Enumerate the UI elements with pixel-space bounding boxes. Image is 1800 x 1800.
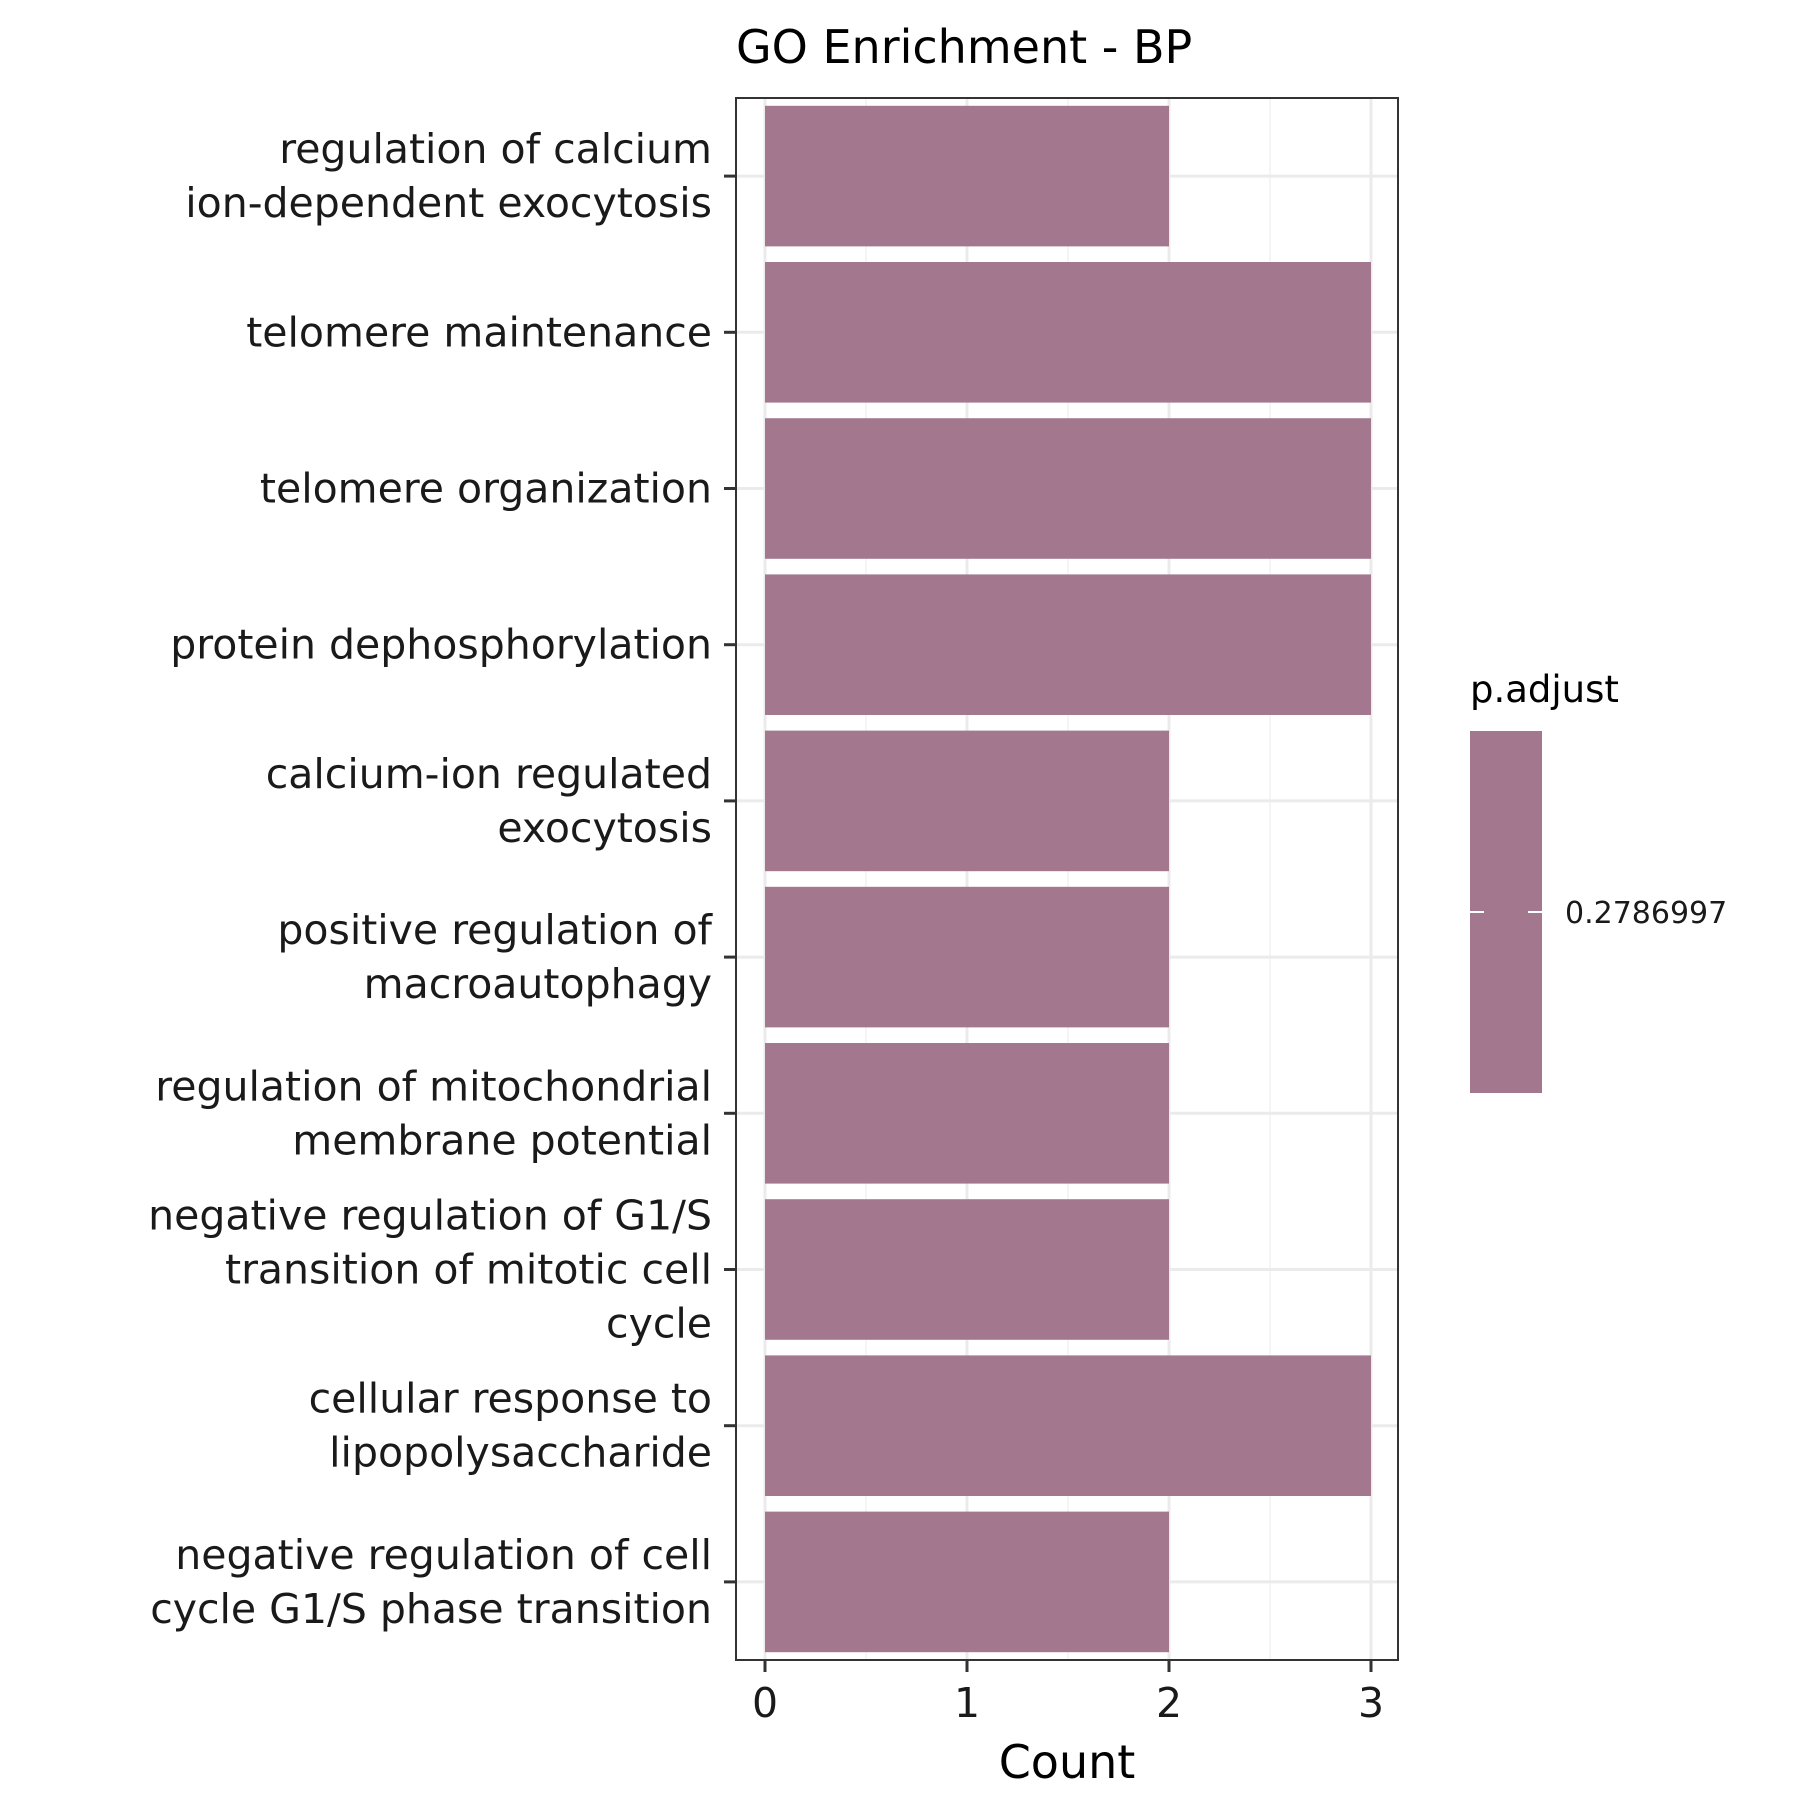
bar	[765, 886, 1169, 1028]
x-axis-title: Count	[999, 1735, 1136, 1789]
category-label: cellular response to lipopolysaccharide	[309, 1375, 712, 1477]
category-label: negative regulation of G1/S transition of…	[148, 1192, 712, 1348]
bar	[765, 1355, 1371, 1496]
category-label: regulation of mitochondrial membrane pote…	[155, 1062, 712, 1164]
category-label: regulation of calcium ion-dependent exocy…	[185, 125, 712, 227]
category-label: telomere maintenance	[246, 308, 712, 356]
bar	[765, 418, 1371, 559]
legend-title: p.adjust	[1470, 668, 1619, 711]
x-tick-label: 2	[1156, 1679, 1182, 1727]
category-label: calcium-ion regulated exocytosis	[266, 750, 712, 852]
legend: p.adjust 0.2786997	[1470, 668, 1727, 1093]
bar	[765, 1199, 1169, 1340]
x-tick-label: 3	[1358, 1679, 1384, 1727]
category-label: telomere organization	[260, 465, 712, 513]
bar	[765, 1511, 1169, 1653]
bar	[765, 730, 1169, 872]
legend-label: 0.2786997	[1565, 896, 1727, 931]
panel-border	[735, 97, 1399, 1661]
bar	[765, 105, 1169, 247]
bars-group	[735, 97, 1399, 1661]
bar	[765, 574, 1371, 715]
category-label: positive regulation of macroautophagy	[277, 906, 713, 1008]
x-tick-label: 1	[954, 1679, 980, 1727]
bar	[765, 1043, 1169, 1184]
category-label: protein dephosphorylation	[170, 621, 712, 669]
category-label: negative regulation of cell cycle G1/S ph…	[150, 1531, 712, 1633]
category-labels: regulation of calcium ion-dependent exocy…	[148, 125, 736, 1633]
bar	[765, 262, 1371, 403]
x-tick-label: 0	[752, 1679, 778, 1727]
x-axis-ticks: 0 1 2 3	[752, 1660, 1384, 1727]
chart-title: GO Enrichment - BP	[736, 20, 1192, 74]
